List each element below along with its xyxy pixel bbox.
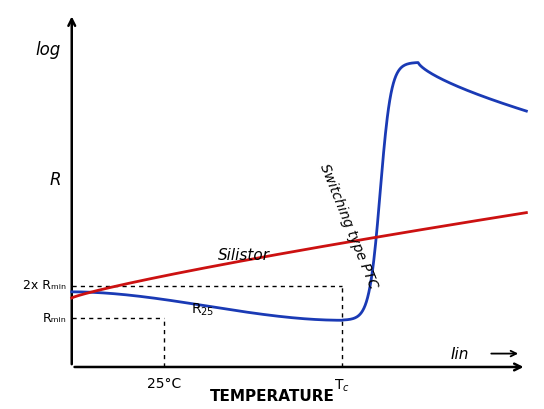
Text: T$_c$: T$_c$ [335,377,350,393]
Text: log: log [36,41,61,59]
Text: R$_{25}$: R$_{25}$ [191,302,214,318]
Text: 2x Rₘᵢₙ: 2x Rₘᵢₙ [23,279,66,292]
Text: Iin: Iin [450,347,469,362]
Text: Switching type PTC: Switching type PTC [317,161,380,290]
Text: R: R [50,171,61,189]
Text: Silistor: Silistor [218,248,270,263]
Text: 25°C: 25°C [147,377,181,391]
Text: TEMPERATURE: TEMPERATURE [209,389,335,404]
Text: Rₘᵢₙ: Rₘᵢₙ [42,312,66,325]
